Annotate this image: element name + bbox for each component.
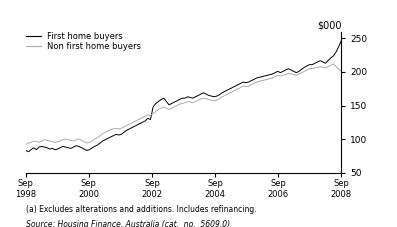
Non first home buyers — [241, 85, 246, 87]
First home buyers — [23, 149, 28, 152]
Non first home buyers — [108, 128, 113, 131]
Non first home buyers — [23, 143, 28, 146]
First home buyers — [243, 81, 248, 84]
Non first home buyers — [328, 64, 333, 67]
First home buyers — [201, 91, 206, 94]
First home buyers — [93, 145, 97, 148]
First home buyers — [111, 134, 116, 137]
Line: Non first home buyers: Non first home buyers — [26, 64, 341, 144]
Text: $000: $000 — [317, 20, 341, 30]
First home buyers — [339, 39, 344, 42]
First home buyers — [276, 70, 280, 73]
Non first home buyers — [198, 97, 203, 100]
Legend: First home buyers, Non first home buyers: First home buyers, Non first home buyers — [26, 32, 141, 52]
Non first home buyers — [331, 63, 336, 65]
First home buyers — [26, 150, 31, 153]
Text: Source: Housing Finance, Australia (cat.  no.  5609.0): Source: Housing Finance, Australia (cat.… — [26, 220, 230, 227]
Non first home buyers — [339, 70, 344, 73]
Non first home buyers — [273, 75, 278, 78]
Line: First home buyers: First home buyers — [26, 40, 341, 152]
Text: (a) Excludes alterations and additions. Includes refinancing.: (a) Excludes alterations and additions. … — [26, 205, 256, 215]
Non first home buyers — [90, 140, 94, 142]
First home buyers — [331, 54, 336, 57]
